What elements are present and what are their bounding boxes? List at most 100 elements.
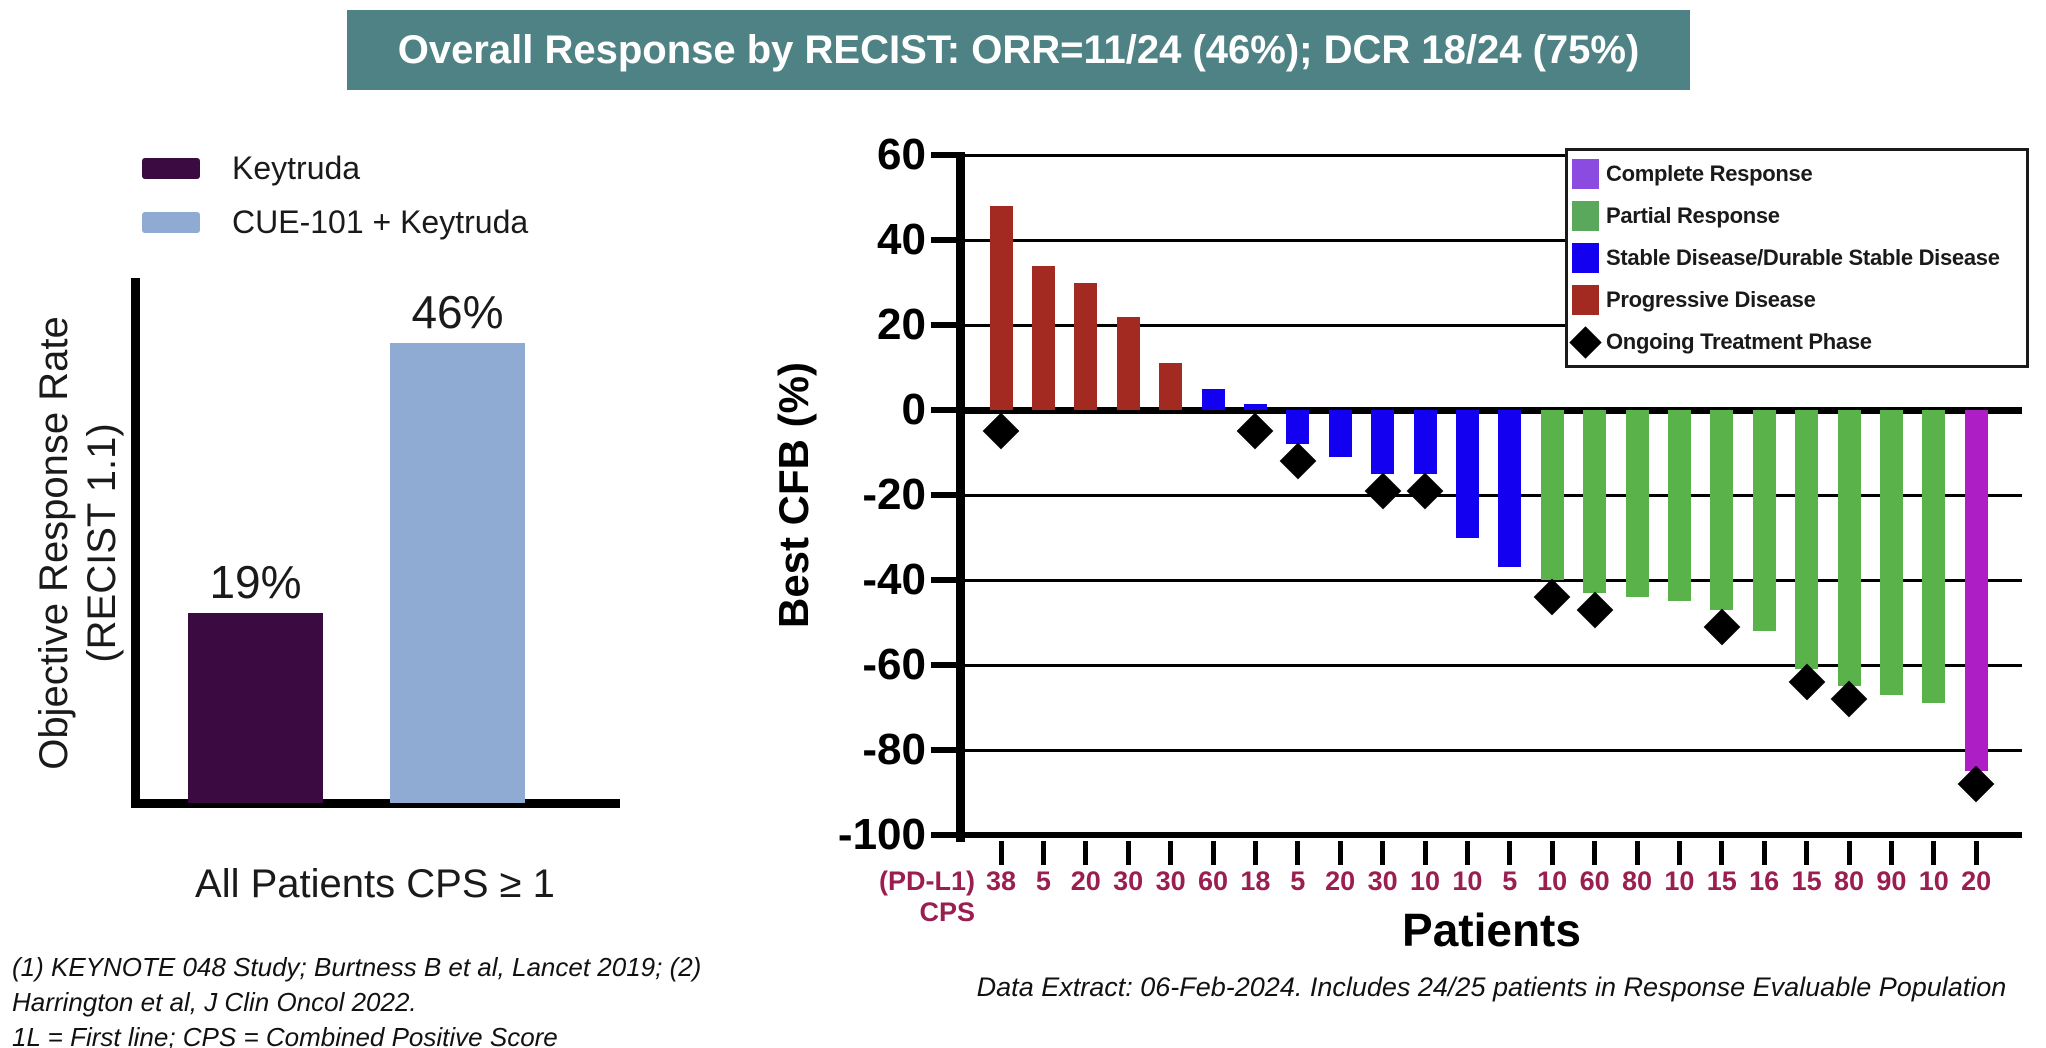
- wf-ytick--100: [931, 832, 961, 838]
- citation-line: 1L = First line; CPS = Combined Positive…: [12, 1022, 558, 1048]
- wf-legend-row-3: Stable Disease/Durable Stable Disease: [1572, 238, 2026, 278]
- wf-ongoing-diamond-18: [1703, 608, 1741, 646]
- wf-ongoing-diamond-20: [1788, 663, 1825, 701]
- wf-ytick-label--80: -80: [862, 725, 926, 774]
- wf-ytick-0: [931, 407, 961, 413]
- wf-legend-row-2: Partial Response: [1572, 196, 2026, 236]
- wf-ytick-20: [931, 322, 961, 328]
- wf-ongoing-diamond-24: [1957, 765, 1995, 803]
- wf-gridline--20: [959, 493, 2022, 497]
- orr-y-axis-line: [131, 278, 140, 807]
- wf-xtick-10: [1380, 841, 1386, 865]
- wf-ongoing-diamond-1: [982, 412, 1020, 450]
- wf-cps-value-21: 80: [1833, 866, 1865, 896]
- wf-gridline-40: [959, 238, 2022, 242]
- wf-ytick-label--40: -40: [862, 555, 926, 604]
- citation-line: Harrington et al, J Clin Oncol 2022.: [12, 987, 417, 1017]
- wf-ytick--60: [931, 662, 961, 668]
- orr-legend-row-cue101: CUE-101 + Keytruda: [142, 202, 528, 242]
- wf-cps-value-5: 30: [1155, 866, 1186, 896]
- wf-ytick--80: [931, 747, 961, 753]
- wf-xtick-13: [1507, 841, 1513, 865]
- wf-gridline--100: [959, 832, 2022, 838]
- data-extract-note: Data Extract: 06-Feb-2024. Includes 24/2…: [976, 972, 2007, 1002]
- wf-xtick-11: [1422, 841, 1428, 865]
- wf-xtick-22: [1888, 841, 1894, 865]
- wf-xtick-12: [1464, 841, 1470, 865]
- waterfall-x-axis-label: Patients: [1402, 904, 1581, 956]
- wf-cps-value-22: 90: [1876, 866, 1907, 896]
- wf-ongoing-diamond-14: [1533, 578, 1571, 616]
- wf-bar-14-PR: [1540, 410, 1564, 580]
- wf-xtick-9: [1337, 841, 1343, 865]
- wf-bar-1-PD: [989, 206, 1013, 410]
- orr-legend-label: CUE-101 + Keytruda: [232, 203, 529, 240]
- wf-cps-value-4: 30: [1113, 866, 1144, 896]
- wf-gridline--60: [959, 663, 2022, 667]
- wf-legend-row-1: Complete Response: [1572, 154, 2026, 194]
- wf-bar-18-PR: [1710, 410, 1734, 610]
- wf-ytick--40: [931, 577, 961, 583]
- wf-bar-11-SD: [1413, 410, 1437, 474]
- wf-y-axis-line: [956, 152, 965, 842]
- wf-cps-value-3: 20: [1070, 866, 1101, 896]
- wf-cps-value-23: 10: [1918, 866, 1949, 896]
- wf-ytick-label--100: -100: [837, 810, 926, 859]
- wf-cps-value-9: 20: [1325, 866, 1356, 896]
- wf-gridline--80: [959, 748, 2022, 752]
- legend-swatch: [1572, 285, 1599, 315]
- wf-ongoing-diamond-7: [1237, 412, 1274, 450]
- wf-cps-value-14: 10: [1537, 866, 1568, 896]
- orr-bar-value-label: 19%: [209, 556, 302, 608]
- wf-xtick-21: [1846, 841, 1852, 865]
- legend-swatch: [1572, 159, 1599, 189]
- wf-bar-8-SD: [1286, 410, 1310, 444]
- wf-cps-value-6: 60: [1197, 866, 1229, 896]
- orr-legend-row-keytruda: Keytruda: [142, 148, 528, 188]
- legend-swatch: [1572, 243, 1599, 273]
- orr-bar-2: [390, 343, 525, 803]
- wf-bar-20-PR: [1795, 410, 1819, 670]
- wf-gridline--40: [959, 578, 2022, 582]
- orr-x-axis-label: All Patients CPS ≥ 1: [195, 862, 555, 906]
- wf-ongoing-diamond-10: [1364, 472, 1401, 510]
- cue101-swatch: [142, 211, 200, 233]
- wf-xtick-17: [1676, 841, 1682, 865]
- orr-bar-1: [188, 613, 323, 803]
- wf-gridline-60: [959, 153, 2022, 157]
- wf-xtick-24: [1973, 841, 1979, 865]
- wf-cps-value-12: 10: [1452, 866, 1483, 896]
- wf-cps-value-15: 60: [1579, 866, 1610, 896]
- wf-bar-9-SD: [1328, 410, 1352, 457]
- wf-xtick-19: [1761, 841, 1767, 865]
- wf-ongoing-diamond-11: [1406, 472, 1444, 510]
- wf-xtick-16: [1634, 841, 1640, 865]
- wf-bar-17-PR: [1667, 410, 1691, 602]
- wf-ytick-label-60: 60: [877, 130, 926, 179]
- wf-ytick-40: [931, 237, 961, 243]
- wf-xtick-5: [1168, 841, 1174, 865]
- wf-gridline-0: [959, 406, 2022, 414]
- wf-ytick--20: [931, 492, 961, 498]
- wf-ongoing-diamond-21: [1830, 680, 1868, 718]
- keytruda-swatch: [142, 157, 200, 179]
- wf-cps-value-18: 15: [1706, 866, 1737, 896]
- waterfall-legend: Complete Response Partial Response Stable …: [1565, 148, 2029, 368]
- wf-legend-row-4: Progressive Disease: [1572, 280, 2026, 320]
- wf-bar-6-SD: [1201, 388, 1225, 410]
- citation-footnotes: (1) KEYNOTE 048 Study; Burtness B et al,…: [12, 950, 701, 1048]
- orr-y-axis-label-line1: Objective Response Rate: [32, 316, 76, 770]
- orr-x-axis-line: [131, 799, 620, 808]
- wf-bar-10-SD: [1371, 410, 1395, 474]
- wf-cps-value-8: 5: [1290, 866, 1306, 896]
- wf-bar-5-PD: [1159, 363, 1183, 410]
- orr-legend-label: Keytruda: [232, 149, 361, 186]
- pdl1-cps-row-label: (PD-L1) CPS: [879, 866, 975, 927]
- title-banner: Overall Response by RECIST: ORR=11/24 (4…: [347, 10, 1690, 90]
- orr-y-axis-label: Objective Response Rate (RECIST 1.1): [30, 273, 130, 813]
- wf-bar-24-CR: [1964, 410, 1988, 772]
- wf-legend-label: Ongoing Treatment Phase: [1606, 329, 1872, 354]
- wf-cps-value-16: 80: [1621, 866, 1653, 896]
- wf-xtick-18: [1719, 841, 1725, 865]
- wf-xtick-6: [1210, 841, 1216, 865]
